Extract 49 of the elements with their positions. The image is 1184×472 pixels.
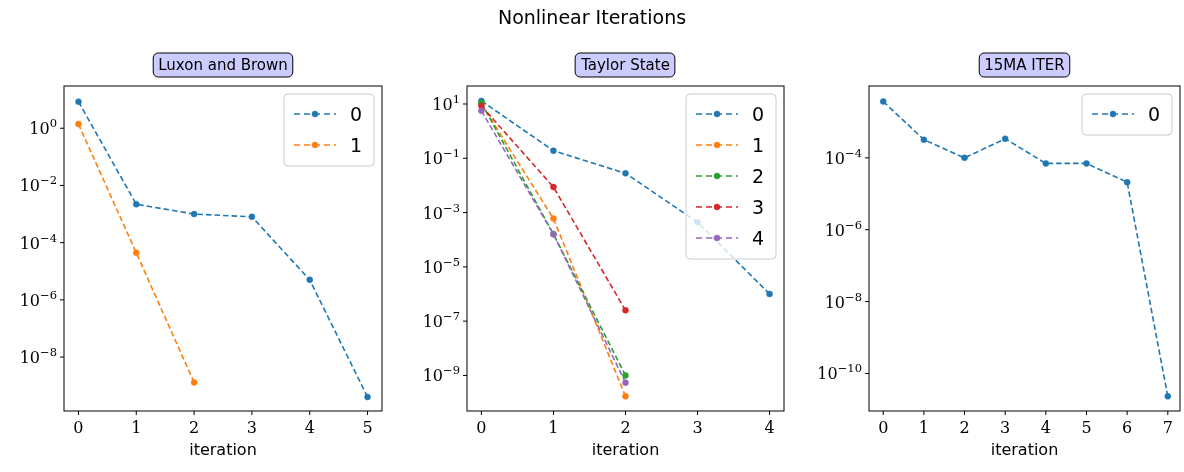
legend-label: 4 (752, 227, 765, 249)
y-tick-label: 10$^{−9}$ (422, 363, 460, 386)
y-tick-label: 10$^{−6}$ (824, 217, 862, 240)
x-tick-label: 1 (131, 418, 142, 437)
x-tick-label: 5 (362, 418, 373, 437)
legend-label: 2 (752, 165, 765, 187)
y-tick-label: 10$^{−8}$ (19, 345, 57, 368)
x-tick-label: 1 (548, 418, 559, 437)
x-tick-label: 2 (189, 418, 200, 437)
x-tick-label: 3 (1000, 418, 1011, 437)
x-tick-label: 4 (1040, 418, 1051, 437)
legend-label: 1 (752, 134, 765, 156)
x-axis-title: iteration (990, 440, 1059, 459)
x-tick-label: 3 (692, 418, 703, 437)
x-axis-title: iteration (189, 440, 257, 459)
y-tick-label: 10$^{−10}$ (817, 361, 862, 384)
legend-label: 0 (350, 103, 363, 125)
legend-label: 3 (752, 196, 765, 218)
x-tick-label: 0 (878, 418, 889, 437)
y-tick-label: 10$^{−4}$ (19, 230, 57, 253)
x-tick-label: 7 (1162, 418, 1173, 437)
y-tick-label: 10$^{−5}$ (422, 254, 460, 277)
x-tick-label: 1 (918, 418, 929, 437)
y-tick-label: 10$^{−3}$ (422, 200, 460, 223)
x-tick-label: 4 (304, 418, 315, 437)
chart-title: 15MA ITER (984, 56, 1065, 74)
x-tick-label: 2 (959, 418, 970, 437)
legend-label: 0 (1148, 103, 1161, 125)
y-tick-label: 10$^{−4}$ (824, 145, 862, 168)
y-tick-label: 10$^{−7}$ (422, 309, 460, 332)
x-tick-label: 5 (1081, 418, 1092, 437)
y-tick-label: 10$^{−1}$ (422, 146, 460, 169)
chart-title: Luxon and Brown (158, 56, 288, 74)
x-tick-label: 6 (1122, 418, 1133, 437)
y-tick-label: 10$^{−2}$ (19, 173, 57, 196)
y-tick-label: 10$^{1}$ (432, 91, 460, 114)
y-tick-label: 10$^{0}$ (29, 116, 57, 139)
x-tick-label: 4 (764, 418, 775, 437)
text: Nonlinear Iterations (497, 6, 687, 28)
x-tick-label: 3 (246, 418, 257, 437)
legend-label: 1 (350, 134, 363, 156)
x-tick-label: 0 (73, 418, 84, 437)
x-tick-label: 2 (620, 418, 631, 437)
chart-title: Taylor State (580, 56, 670, 74)
y-tick-label: 10$^{−8}$ (824, 289, 862, 312)
x-tick-label: 0 (476, 418, 487, 437)
legend-label: 0 (752, 103, 765, 125)
x-axis-title: iteration (591, 440, 660, 459)
y-tick-label: 10$^{−6}$ (19, 287, 57, 310)
